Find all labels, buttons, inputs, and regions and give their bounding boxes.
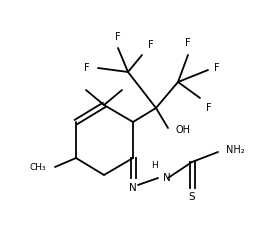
Text: NH₂: NH₂ <box>226 145 245 155</box>
Text: N: N <box>163 173 171 183</box>
Text: F: F <box>84 63 90 73</box>
Text: F: F <box>115 32 121 42</box>
Text: S: S <box>189 192 195 202</box>
Text: N: N <box>129 183 137 193</box>
Text: H: H <box>152 161 158 170</box>
Text: F: F <box>148 40 154 50</box>
Text: F: F <box>214 63 219 73</box>
Text: F: F <box>185 38 191 48</box>
Text: CH₃: CH₃ <box>29 163 46 172</box>
Text: F: F <box>206 103 212 113</box>
Text: OH: OH <box>175 125 190 135</box>
